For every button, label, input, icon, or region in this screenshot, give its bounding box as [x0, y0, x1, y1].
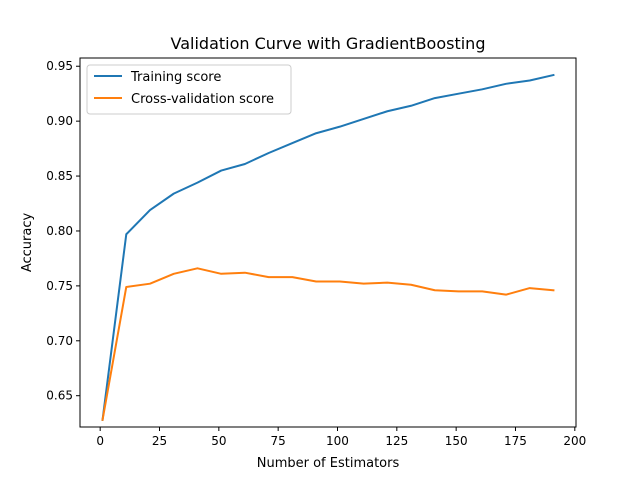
series-line-1	[101, 267, 555, 422]
y-tick-label: 0.85	[46, 169, 73, 183]
series-layer	[101, 73, 555, 422]
x-tick-label: 200	[563, 434, 586, 448]
legend-label-1: Cross-validation score	[131, 92, 274, 107]
x-tick-label: 0	[96, 434, 104, 448]
plot-frame	[79, 57, 577, 428]
y-tick-label: 0.80	[46, 224, 73, 238]
x-tick-label: 100	[326, 434, 349, 448]
ticks-layer: 0 25 50 75 100 125 150 175 200 0.65 0.70 0.75 0.80 0.…	[46, 59, 586, 448]
legend-box	[86, 64, 292, 115]
legend-label-0: Training score	[130, 70, 221, 85]
x-tick-label: 150	[445, 434, 468, 448]
series-line-0	[101, 73, 555, 421]
x-tick-label: 125	[385, 434, 408, 448]
x-tick-label: 175	[504, 434, 527, 448]
y-axis-label: Accuracy	[20, 213, 35, 273]
legend: Training score Cross-validation score	[86, 64, 292, 115]
y-tick-label: 0.65	[46, 389, 73, 403]
x-tick-label: 75	[271, 434, 286, 448]
chart-title: Validation Curve with GradientBoosting	[171, 34, 486, 53]
y-tick-label: 0.90	[46, 114, 73, 128]
y-tick-label: 0.70	[46, 334, 73, 348]
x-axis-label: Number of Estimators	[257, 456, 400, 471]
x-tick-label: 50	[211, 434, 226, 448]
y-tick-label: 0.95	[46, 59, 73, 73]
y-tick-label: 0.75	[46, 279, 73, 293]
x-tick-label: 25	[152, 434, 167, 448]
